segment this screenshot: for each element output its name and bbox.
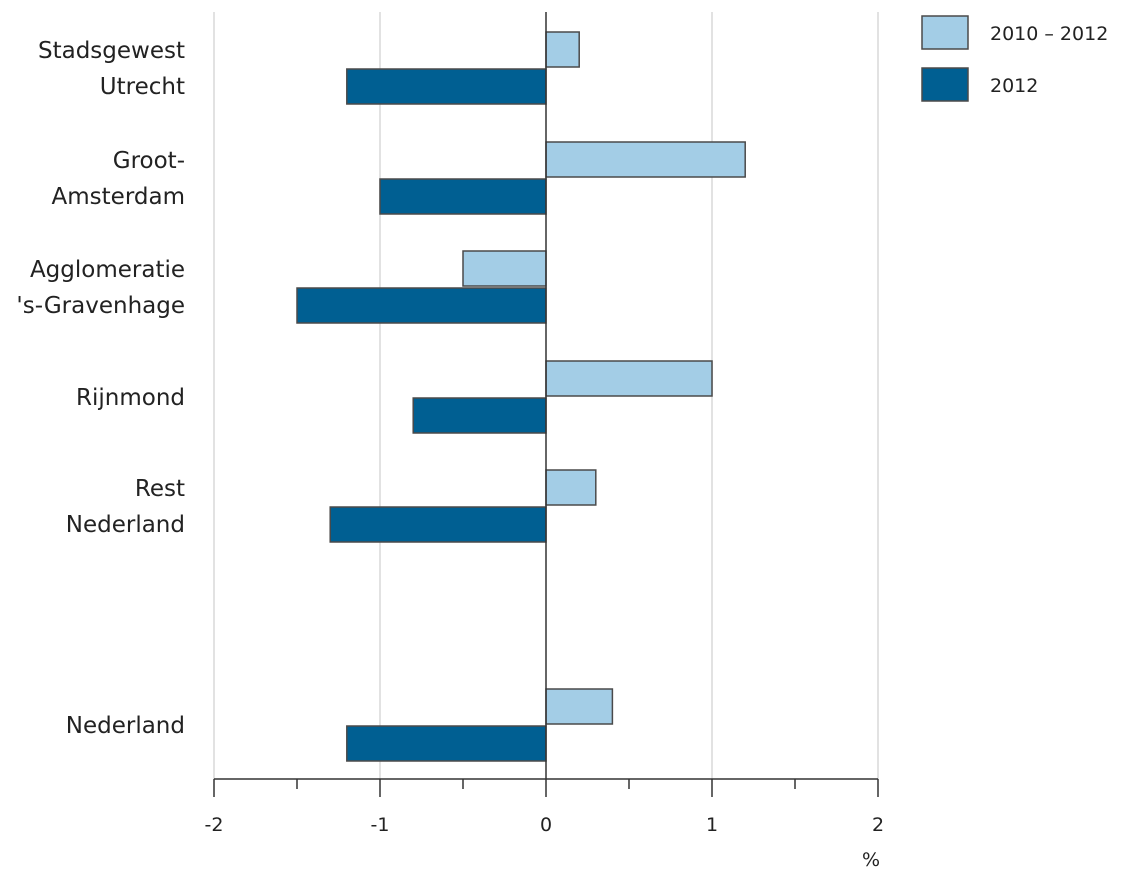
bar-year-2 [296, 287, 547, 324]
bar-period-5 [545, 688, 614, 725]
x-axis [214, 12, 878, 780]
bar-period-0 [545, 31, 580, 68]
legend-swatch [921, 67, 969, 102]
category-label: Groot- [113, 148, 185, 174]
category-label: Amsterdam [52, 184, 185, 210]
bar-year-3 [412, 397, 547, 434]
category-label: 's-Gravenhage [16, 293, 185, 319]
legend-label: 2010 – 2012 [990, 23, 1108, 45]
category-label: Agglomeratie [30, 257, 185, 283]
tick-label: 1 [706, 814, 718, 836]
legend: 2010 – 2012 2012 [921, 15, 1108, 102]
bar-year-1 [379, 178, 547, 215]
tick-label: -2 [205, 814, 224, 836]
category-label: Utrecht [100, 74, 185, 100]
legend-label: 2012 [990, 75, 1038, 97]
category-label: Rest [135, 476, 185, 502]
bar-year-0 [346, 68, 547, 105]
x-axis-label: % [862, 849, 880, 870]
bar-period-3 [545, 360, 713, 397]
x-ticks: -2 -1 0 1 2 [205, 779, 884, 836]
category-label: Nederland [66, 713, 185, 739]
tick-label: 0 [540, 814, 552, 836]
bar-period-1 [545, 141, 746, 178]
category-labels: Stadsgewest Utrecht Groot- Amsterdam Agglome… [16, 38, 185, 739]
bar-year-4 [329, 506, 547, 543]
category-label: Stadsgewest [38, 38, 185, 64]
tick-label: 2 [872, 814, 884, 836]
legend-swatch [921, 15, 969, 50]
bar-period-4 [545, 469, 597, 506]
tick-label: -1 [371, 814, 390, 836]
bar-period-2 [462, 250, 547, 287]
category-label: Nederland [66, 512, 185, 538]
category-label: Rijnmond [76, 385, 185, 411]
bar-year-5 [346, 725, 547, 762]
bars [296, 31, 746, 762]
